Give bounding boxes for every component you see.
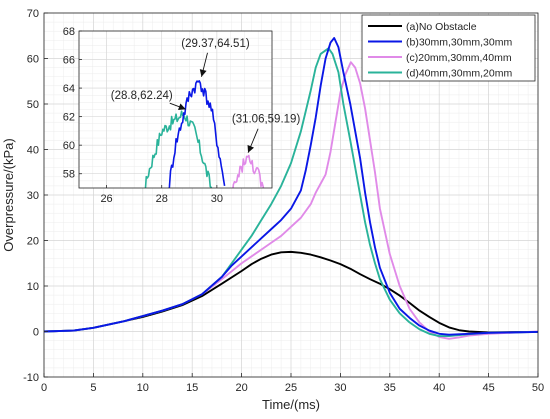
x-tick-label: 30: [334, 382, 346, 394]
x-tick-label: 40: [433, 382, 445, 394]
x-tick-label: 5: [90, 382, 96, 394]
inset-frame: [78, 30, 273, 189]
x-tick-label: 10: [137, 382, 149, 394]
x-tick-label: 50: [532, 382, 544, 394]
y-tick-label: 20: [27, 236, 39, 248]
inset-x-tick-label: 30: [211, 193, 223, 205]
annotation-arrow-head: [177, 103, 186, 111]
inset-series-line-2: [232, 154, 265, 188]
y-tick-label: 30: [27, 190, 39, 202]
main-series-group: [44, 37, 538, 340]
legend-entry-2: (c)20mm,30mm,40mm: [406, 52, 512, 64]
y-tick-label: 50: [27, 99, 39, 111]
y-tick-label: 70: [27, 8, 39, 20]
inset-y-tick-label: 64: [63, 83, 75, 95]
y-tick-label: 10: [27, 281, 39, 293]
legend-entry-1: (b)30mm,30mm,30mm: [406, 37, 512, 49]
x-tick-label: 35: [384, 382, 396, 394]
inset-y-tick-label: 68: [63, 26, 75, 38]
legend-entry-3: (d)40mm,30mm,20mm: [406, 68, 512, 80]
x-axis-label: Time/(ms): [262, 397, 320, 412]
x-tick-label: 20: [235, 382, 247, 394]
legend-entry-0: (a)No Obstacle: [406, 21, 477, 33]
inset-x-tick-label: 26: [100, 193, 112, 205]
y-tick-label: -10: [23, 372, 39, 384]
x-tick-label: 25: [285, 382, 297, 394]
inset-series-line-3: [144, 110, 213, 188]
x-tick-label: 45: [482, 382, 494, 394]
inset-annotations: (29.37,64.51) (28.8,62.24) (31.06,59.19): [111, 38, 301, 153]
inset-y-tick-label: 60: [63, 140, 75, 152]
inset-tick-labels: 26 28 30 58 60 62 64 66 68: [63, 26, 223, 205]
inset-y-tick-label: 58: [63, 169, 75, 181]
inset-x-tick-label: 28: [156, 193, 168, 205]
annotation-label: (29.37,64.51): [181, 38, 250, 50]
annotation-arrow-head: [247, 144, 255, 153]
inset-y-tick-label: 62: [63, 112, 75, 124]
series-line-1: [44, 37, 538, 336]
annotation-arrow-head: [199, 69, 207, 77]
y-tick-label: 60: [27, 54, 39, 66]
y-tick-label: 0: [33, 327, 39, 339]
y-tick-label: 40: [27, 145, 39, 157]
annotation-label: (28.8,62.24): [111, 90, 173, 102]
legend: (a)No Obstacle (b)30mm,30mm,30mm (c)20mm,3…: [361, 14, 536, 82]
inset-series-line-1: [168, 80, 226, 188]
x-tick-label: 15: [186, 382, 198, 394]
inset-series-group: [144, 80, 265, 188]
inset-y-tick-label: 66: [63, 55, 75, 67]
annotation-label: (31.06,59.19): [232, 114, 301, 126]
y-axis-label: Overpressure/(kPa): [1, 138, 16, 251]
x-tick-label: 0: [41, 382, 47, 394]
